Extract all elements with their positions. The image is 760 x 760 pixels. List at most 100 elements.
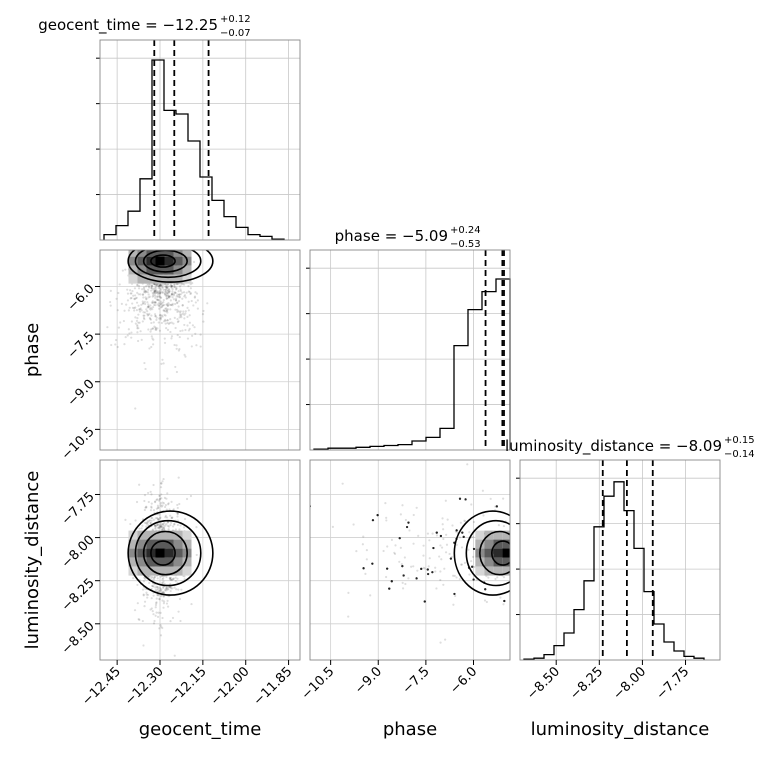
scatter-point <box>169 308 172 311</box>
scatter-point <box>449 557 452 560</box>
scatter-point <box>143 300 146 303</box>
scatter-point <box>158 317 161 320</box>
scatter-point <box>187 285 190 288</box>
density-cell <box>164 265 174 275</box>
scatter-point <box>152 483 155 487</box>
scatter-point <box>462 535 465 538</box>
scatter-point <box>152 585 155 588</box>
scatter-point <box>168 288 171 291</box>
scatter-point <box>136 317 139 320</box>
scatter-point <box>156 303 159 306</box>
scatter-point <box>175 302 179 305</box>
scatter-point <box>371 562 374 565</box>
scatter-point <box>423 600 426 603</box>
scatter-point <box>186 337 190 340</box>
scatter-point <box>141 302 145 305</box>
scatter-point <box>458 497 462 500</box>
scatter-point <box>162 525 166 528</box>
density-cell <box>484 539 494 549</box>
scatter-point <box>407 521 410 524</box>
scatter-point <box>376 514 379 517</box>
scatter-point <box>395 663 397 665</box>
scatter-point <box>162 591 166 595</box>
scatter-point <box>133 297 136 301</box>
scatter-point <box>146 312 149 315</box>
scatter-point <box>155 284 158 287</box>
scatter-point <box>426 568 429 571</box>
scatter-point <box>171 290 174 293</box>
scatter-point <box>502 603 505 606</box>
scatter-point <box>152 576 155 580</box>
scatter-point <box>169 585 172 589</box>
scatter-point <box>452 574 455 577</box>
scatter-point <box>189 494 193 498</box>
scatter-point <box>471 536 475 539</box>
scatter-point <box>156 518 160 521</box>
scatter-point <box>420 567 423 570</box>
scatter-point <box>362 567 365 570</box>
scatter-point <box>156 298 160 301</box>
scatter-point <box>173 586 176 589</box>
scatter-point <box>166 321 169 325</box>
scatter-point <box>154 291 157 294</box>
scatter-point <box>282 554 284 556</box>
scatter-point <box>152 305 155 309</box>
density-cell <box>155 557 165 567</box>
scatter-point <box>395 663 397 665</box>
scatter-point <box>495 505 498 508</box>
scatter-point <box>141 293 144 297</box>
scatter-point <box>159 317 162 320</box>
scatter-point <box>114 338 118 342</box>
scatter-point <box>393 552 397 556</box>
scatter-point <box>405 525 409 529</box>
scatter-point <box>371 519 375 522</box>
scatter-point <box>412 542 415 545</box>
scatter-point <box>472 547 476 551</box>
scatter-point <box>166 303 169 306</box>
scatter-point <box>170 284 174 288</box>
scatter-point <box>156 298 159 301</box>
scatter-point <box>362 567 365 570</box>
scatter-point <box>362 567 365 570</box>
scatter-point <box>136 284 139 287</box>
scatter-point <box>166 311 169 314</box>
scatter-point <box>139 307 142 310</box>
scatter-point <box>159 288 163 291</box>
scatter-point <box>154 301 157 305</box>
scatter-point <box>484 588 487 591</box>
scatter-point <box>439 570 442 573</box>
scatter-point <box>371 519 375 522</box>
scatter-point <box>390 580 393 583</box>
scatter-point <box>148 312 151 315</box>
scatter-point <box>157 586 160 589</box>
scatter-point <box>150 519 153 522</box>
scatter-point <box>169 514 172 517</box>
scatter-point <box>151 517 154 520</box>
scatter-point <box>472 578 475 581</box>
scatter-point <box>167 295 170 298</box>
histogram-step-luminosity-distance <box>523 481 705 660</box>
scatter-point <box>163 318 167 321</box>
scatter-point <box>136 331 139 334</box>
scatter-point <box>165 293 168 296</box>
scatter-point <box>450 555 453 559</box>
scatter-point <box>157 518 160 521</box>
scatter-point <box>471 565 474 568</box>
xlabel-geocent-time: geocent_time <box>139 719 262 740</box>
scatter-point <box>417 534 420 537</box>
scatter-point <box>427 572 430 576</box>
scatter-point <box>371 519 375 522</box>
scatter-point <box>455 543 458 547</box>
scatter-point <box>171 284 174 288</box>
scatter-point <box>405 525 409 529</box>
scatter-point <box>416 569 419 572</box>
scatter-point <box>160 481 163 485</box>
scatter-point <box>176 512 179 515</box>
scatter-point <box>428 557 431 560</box>
scatter-point <box>136 327 139 330</box>
scatter-point <box>148 295 151 298</box>
scatter-point <box>462 535 465 538</box>
scatter-point <box>138 321 141 324</box>
y-tick-label: −10.5 <box>59 424 98 463</box>
scatter-point <box>164 290 167 293</box>
